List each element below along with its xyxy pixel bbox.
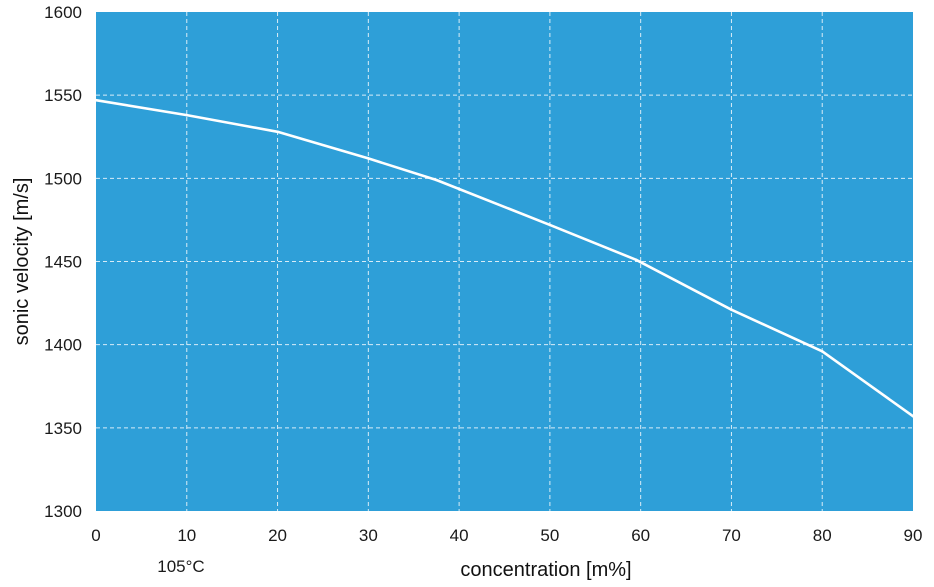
data-point <box>276 130 279 134</box>
y-tick-label: 1350 <box>44 419 82 438</box>
y-tick-label: 1500 <box>44 169 82 188</box>
data-point <box>634 258 638 262</box>
x-tick-label: 10 <box>177 526 196 545</box>
temperature-annotation: 105°C <box>157 557 204 576</box>
x-tick-label: 0 <box>91 526 100 545</box>
grid-lines <box>96 12 913 511</box>
data-point <box>730 308 733 312</box>
x-tick-label: 50 <box>540 526 559 545</box>
x-tick-label: 20 <box>268 526 287 545</box>
data-point <box>367 157 370 160</box>
x-tick-label: 90 <box>904 526 923 545</box>
x-tick-labels: 0 10 20 30 40 50 60 70 80 90 <box>91 526 922 545</box>
y-tick-label: 1450 <box>44 253 82 272</box>
y-tick-label: 1400 <box>44 336 82 355</box>
x-tick-label: 80 <box>813 526 832 545</box>
data-point <box>911 414 915 418</box>
x-tick-label: 30 <box>359 526 378 545</box>
y-tick-label: 1300 <box>44 502 82 521</box>
data-point <box>94 98 98 102</box>
x-tick-label: 40 <box>450 526 469 545</box>
data-point <box>820 350 824 353</box>
y-tick-labels: 1300 1350 1400 1450 1500 1550 1600 <box>44 3 82 521</box>
x-axis-label: concentration [m%] <box>460 559 631 581</box>
y-tick-label: 1600 <box>44 3 82 22</box>
data-point <box>548 223 552 227</box>
x-tick-label: 60 <box>631 526 650 545</box>
y-tick-label: 1550 <box>44 86 82 105</box>
y-axis-label: sonic velocity [m/s] <box>11 178 33 346</box>
x-tick-label: 70 <box>722 526 741 545</box>
series-group <box>94 98 915 418</box>
data-point <box>185 113 189 117</box>
data-point <box>435 178 438 182</box>
series-line <box>95 98 914 418</box>
